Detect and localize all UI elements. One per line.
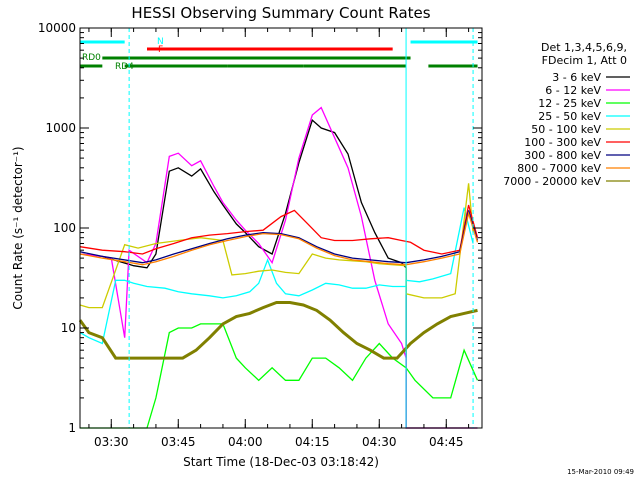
legend: Det 1,3,4,5,6,9,FDecim 1, Att 0 3 - 6 keV… (503, 41, 630, 188)
y-tick-label-4: 10000 (38, 21, 76, 35)
x-tick-label-1: 03:45 (161, 435, 196, 449)
legend-label-8: 7000 - 20000 keV (503, 175, 601, 188)
y-axis-label: Count Rate (s⁻¹ detector⁻¹) (11, 146, 25, 309)
x-tick-label-0: 03:30 (94, 435, 129, 449)
x-tick-label-2: 04:00 (228, 435, 263, 449)
chart-title: HESSI Observing Summary Count Rates (131, 4, 430, 22)
x-tick-label-5: 04:45 (429, 435, 464, 449)
legend-header-1: FDecim 1, Att 0 (542, 54, 627, 67)
legend-label-7: 800 - 7000 keV (517, 162, 601, 175)
flag-label-4: RD4 (115, 62, 134, 72)
series-line-0 (79, 118, 478, 429)
series-line-2 (80, 323, 479, 429)
y-tick-label-1: 10 (61, 321, 76, 335)
legend-header-0: Det 1,3,4,5,6,9, (541, 41, 627, 54)
series-line-6 (79, 210, 479, 264)
series-line-8 (78, 301, 478, 360)
y-tick-label-0: 1 (68, 421, 76, 435)
flag-label-2: F (158, 45, 163, 55)
x-axis-label: Start Time (18-Dec-03 03:18:42) (183, 455, 379, 469)
y-tick-label-2: 100 (53, 221, 76, 235)
series-line-7 (79, 210, 479, 266)
series-line-3 (79, 207, 474, 345)
series-line-5 (79, 204, 479, 255)
legend-label-6: 300 - 800 keV (524, 149, 601, 162)
footer-timestamp: 15-Mar-2010 09:49 (567, 468, 634, 476)
legend-label-1: 6 - 12 keV (545, 84, 601, 97)
x-tick-label-4: 04:30 (362, 435, 397, 449)
legend-label-0: 3 - 6 keV (552, 71, 601, 84)
legend-label-4: 50 - 100 keV (531, 123, 601, 136)
series-line-1 (79, 106, 478, 429)
y-tick-label-3: 1000 (45, 121, 76, 135)
x-tick-label-3: 04:15 (295, 435, 330, 449)
legend-label-2: 12 - 25 keV (538, 97, 601, 110)
flag-label-3: RD0 (82, 53, 101, 63)
legend-label-5: 100 - 300 keV (524, 136, 601, 149)
legend-label-3: 25 - 50 keV (538, 110, 601, 123)
flag-label-1: N (157, 37, 164, 47)
series-line-4 (79, 183, 474, 309)
